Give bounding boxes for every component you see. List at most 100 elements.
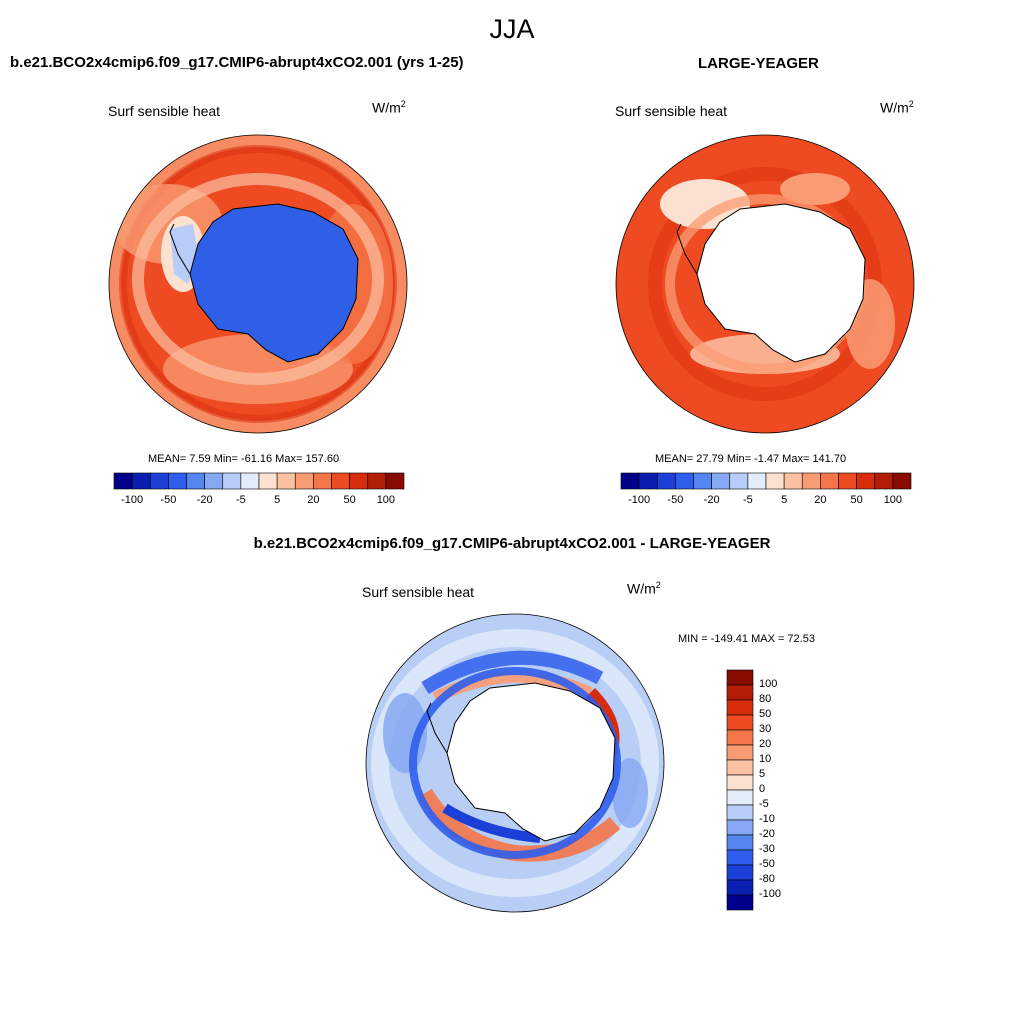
colorbar-tick-label: -20 xyxy=(196,494,213,506)
colorbar-tick-label: 0 xyxy=(759,783,766,795)
case-polar-map xyxy=(108,134,408,434)
colorbar-tick-label: -30 xyxy=(759,843,775,855)
colorbar-box xyxy=(294,472,314,490)
difference-stats: MIN = -149.41 MAX = 72.53 xyxy=(678,633,815,645)
colorbar-tick-label: -5 xyxy=(759,798,769,810)
colorbar-box xyxy=(726,834,754,851)
colorbar-tick-label: 100 xyxy=(883,494,903,506)
colorbar-tick-label: 100 xyxy=(376,494,396,506)
colorbar-box xyxy=(726,684,754,701)
colorbar-box xyxy=(675,472,694,490)
colorbar-box xyxy=(367,472,387,490)
colorbar-box xyxy=(620,472,640,490)
colorbar-tick-label: 20 xyxy=(759,738,772,750)
colorbar-tick-label: 10 xyxy=(759,753,772,765)
colorbar-box xyxy=(726,849,754,866)
colorbar-box xyxy=(276,472,296,490)
colorbar-box xyxy=(820,472,839,490)
difference-variable-label: Surf sensible heat xyxy=(362,584,475,600)
colorbar-tick-label: 30 xyxy=(759,723,772,735)
colorbar-box xyxy=(747,472,767,490)
difference-panel-title: b.e21.BCO2x4cmip6.f09_g17.CMIP6-abrupt4x… xyxy=(253,535,771,552)
colorbar-tick-label: 5 xyxy=(759,768,766,780)
colorbar-tick-label: 80 xyxy=(759,693,772,705)
colorbar-box xyxy=(801,472,821,490)
colorbar-tick-label: -5 xyxy=(235,494,246,506)
colorbar-tick-label: -20 xyxy=(703,494,720,506)
case-antarctica xyxy=(189,203,359,363)
reference-antarctica xyxy=(696,203,866,363)
colorbar-box xyxy=(765,472,785,490)
difference-antarctica xyxy=(446,682,616,842)
colorbar-tick-label: 20 xyxy=(814,494,827,506)
colorbar-box xyxy=(149,472,169,490)
colorbar-tick-label: 5 xyxy=(274,494,281,506)
colorbar-tick-label: 5 xyxy=(781,494,788,506)
colorbar-box xyxy=(693,472,712,490)
colorbar-tick-label: -100 xyxy=(121,494,144,506)
case-stats: MEAN= 7.59 Min= -61.16 Max= 157.60 xyxy=(148,453,340,465)
reference-units-label: W/m2 xyxy=(880,99,914,116)
colorbar-tick-label: 100 xyxy=(759,678,778,690)
colorbar-box xyxy=(726,894,754,911)
colorbar-box xyxy=(638,472,658,490)
colorbar-tick-label: -50 xyxy=(160,494,177,506)
colorbar-box xyxy=(726,669,754,686)
case-colorbar xyxy=(113,472,405,490)
colorbar-box xyxy=(729,472,749,490)
colorbar-box xyxy=(331,472,350,490)
difference-colorbar xyxy=(726,669,754,911)
colorbar-box xyxy=(313,472,332,490)
case-units-label: W/m2 xyxy=(372,99,406,116)
colorbar-box xyxy=(726,729,754,746)
colorbar-box xyxy=(204,472,224,490)
colorbar-box xyxy=(186,472,205,490)
colorbar-box xyxy=(726,789,754,806)
colorbar-box xyxy=(168,472,187,490)
colorbar-box xyxy=(258,472,278,490)
colorbar-tick-label: 50 xyxy=(850,494,863,506)
colorbar-tick-label: -50 xyxy=(759,858,775,870)
colorbar-box xyxy=(222,472,242,490)
case-variable-label: Surf sensible heat xyxy=(108,103,221,119)
colorbar-box xyxy=(349,472,369,490)
colorbar-tick-label: -20 xyxy=(759,828,775,840)
colorbar-tick-label: -80 xyxy=(759,873,775,885)
difference-polar-map xyxy=(365,613,665,913)
colorbar-box xyxy=(726,864,754,881)
difference-units-label: W/m2 xyxy=(627,580,661,597)
colorbar-box xyxy=(656,472,676,490)
colorbar-box xyxy=(240,472,260,490)
case-panel-title: b.e21.BCO2x4cmip6.f09_g17.CMIP6-abrupt4x… xyxy=(10,54,464,71)
reference-polar-map xyxy=(615,134,915,434)
colorbar-box xyxy=(783,472,803,490)
reference-stats: MEAN= 27.79 Min= -1.47 Max= 141.70 xyxy=(655,453,847,465)
colorbar-box xyxy=(726,774,754,791)
colorbar-tick-label: -5 xyxy=(742,494,753,506)
reference-panel-title: LARGE-YEAGER xyxy=(698,55,819,72)
colorbar-tick-label: -10 xyxy=(759,813,775,825)
colorbar-box xyxy=(113,472,133,490)
colorbar-tick-label: 50 xyxy=(759,708,772,720)
colorbar-box xyxy=(131,472,151,490)
colorbar-box xyxy=(892,472,912,490)
colorbar-box xyxy=(838,472,857,490)
colorbar-tick-label: -50 xyxy=(667,494,684,506)
colorbar-box xyxy=(726,714,754,731)
reference-colorbar xyxy=(620,472,912,490)
colorbar-box xyxy=(856,472,876,490)
colorbar-box xyxy=(874,472,894,490)
colorbar-tick-label: 50 xyxy=(343,494,356,506)
season-title: JJA xyxy=(489,14,535,44)
colorbar-box xyxy=(726,879,754,896)
colorbar-box xyxy=(711,472,731,490)
colorbar-box xyxy=(726,819,754,836)
colorbar-box xyxy=(385,472,405,490)
colorbar-tick-label: 20 xyxy=(307,494,320,506)
colorbar-tick-label: -100 xyxy=(628,494,651,506)
colorbar-box xyxy=(726,804,754,821)
colorbar-box xyxy=(726,744,754,761)
colorbar-box xyxy=(726,759,754,776)
colorbar-tick-label: -100 xyxy=(759,888,782,900)
colorbar-box xyxy=(726,699,754,716)
